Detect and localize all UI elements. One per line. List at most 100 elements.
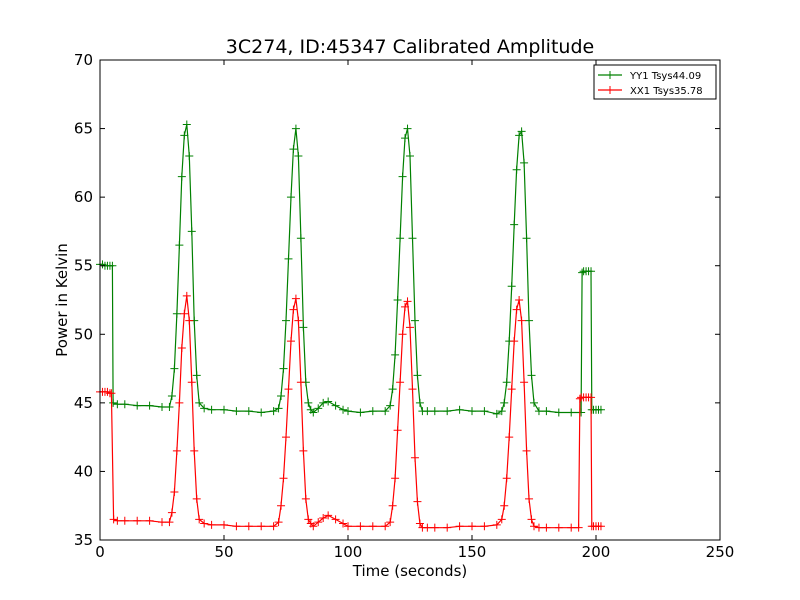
data-point-marker bbox=[455, 522, 464, 531]
data-point-marker bbox=[170, 364, 179, 373]
data-point-marker bbox=[165, 402, 174, 411]
data-point-marker bbox=[505, 433, 514, 442]
data-point-marker bbox=[430, 407, 439, 416]
data-point-marker bbox=[284, 385, 293, 394]
data-point-marker bbox=[120, 400, 129, 409]
y-tick-label: 55 bbox=[74, 257, 93, 275]
data-point-marker bbox=[113, 400, 122, 409]
data-point-marker bbox=[386, 401, 395, 410]
data-point-marker bbox=[158, 402, 166, 411]
y-axis-label: Power in Kelvin bbox=[53, 243, 71, 357]
data-point-marker bbox=[279, 364, 288, 373]
data-point-marker bbox=[443, 407, 452, 416]
data-point-marker bbox=[413, 497, 422, 506]
data-point-marker bbox=[314, 518, 323, 527]
data-point-marker bbox=[177, 172, 186, 181]
data-point-marker bbox=[172, 309, 181, 318]
y-axis: 35 40 45 50 55 60 65 70 bbox=[74, 51, 720, 549]
data-point-marker bbox=[413, 371, 422, 380]
data-point-marker bbox=[381, 407, 390, 416]
legend: YY1 Tsys44.09 XX1 Tsys35.78 bbox=[593, 64, 717, 100]
data-point-marker bbox=[207, 405, 216, 414]
data-point-marker bbox=[331, 401, 340, 410]
data-point-marker bbox=[324, 511, 333, 520]
data-point-marker bbox=[309, 522, 318, 531]
data-point-marker bbox=[507, 282, 516, 291]
data-point-marker bbox=[339, 519, 348, 528]
data-point-marker bbox=[574, 523, 583, 532]
data-point-marker bbox=[167, 508, 176, 517]
data-point-marker bbox=[522, 234, 531, 243]
data-point-marker bbox=[133, 401, 142, 410]
data-point-marker bbox=[480, 407, 489, 416]
data-point-marker bbox=[294, 152, 303, 160]
data-point-marker bbox=[510, 220, 519, 229]
data-point-marker bbox=[510, 337, 519, 346]
data-point-marker bbox=[527, 371, 536, 380]
data-point-marker bbox=[393, 296, 402, 304]
data-point-marker bbox=[289, 305, 298, 314]
data-point-marker bbox=[396, 378, 405, 387]
chart-title: 3C274, ID:45347 Calibrated Amplitude bbox=[226, 36, 594, 58]
plot-area-frame bbox=[99, 59, 721, 541]
data-point-marker bbox=[567, 523, 576, 532]
data-point-marker bbox=[175, 398, 184, 407]
data-point-marker bbox=[534, 523, 543, 532]
data-point-marker bbox=[492, 520, 501, 529]
data-point-marker bbox=[200, 519, 209, 528]
data-point-marker bbox=[296, 234, 305, 243]
data-point-marker bbox=[410, 316, 419, 325]
legend-label: XX1 Tsys35.78 bbox=[630, 86, 703, 97]
data-point-marker bbox=[195, 515, 204, 524]
data-point-marker bbox=[109, 398, 118, 407]
legend-box bbox=[593, 64, 717, 100]
data-point-marker bbox=[368, 522, 377, 531]
data-point-marker bbox=[368, 407, 377, 416]
data-point-marker bbox=[309, 408, 318, 417]
data-point-marker bbox=[187, 227, 196, 236]
legend-label: YY1 Tsys44.09 bbox=[629, 71, 701, 82]
data-point-marker bbox=[577, 408, 586, 417]
data-point-marker bbox=[554, 408, 563, 417]
data-point-marker bbox=[170, 488, 179, 496]
x-tick-label: 250 bbox=[706, 543, 735, 561]
data-point-marker bbox=[277, 501, 286, 510]
data-point-marker bbox=[180, 309, 189, 318]
data-point-marker bbox=[492, 409, 501, 418]
data-point-marker bbox=[344, 407, 352, 416]
data-point-marker bbox=[455, 405, 464, 414]
data-point-marker bbox=[286, 337, 295, 346]
data-point-marker bbox=[415, 519, 424, 528]
data-point-marker bbox=[187, 378, 196, 387]
data-point-marker bbox=[113, 516, 122, 525]
data-point-marker bbox=[596, 522, 605, 531]
data-point-marker bbox=[172, 446, 181, 455]
data-point-marker bbox=[596, 405, 605, 414]
data-point-marker bbox=[567, 408, 576, 417]
data-point-marker bbox=[530, 398, 538, 407]
data-point-marker bbox=[291, 124, 300, 133]
data-point-marker bbox=[423, 523, 432, 532]
legend-marker bbox=[606, 71, 614, 79]
data-point-marker bbox=[175, 241, 184, 250]
data-point-marker bbox=[274, 404, 283, 413]
data-point-marker bbox=[286, 193, 295, 202]
data-point-marker bbox=[391, 350, 400, 359]
data-point-marker bbox=[534, 407, 543, 416]
data-point-marker bbox=[386, 518, 395, 527]
data-point-marker bbox=[391, 474, 400, 483]
data-point-marker bbox=[301, 494, 310, 503]
data-point-marker bbox=[381, 522, 390, 531]
data-point-marker bbox=[177, 344, 186, 352]
data-point-marker bbox=[515, 296, 524, 304]
data-point-marker bbox=[525, 316, 534, 325]
data-point-marker bbox=[182, 120, 191, 129]
series-layer bbox=[96, 120, 605, 532]
data-point-marker bbox=[220, 520, 228, 529]
data-point-marker bbox=[517, 127, 526, 136]
data-point-marker bbox=[575, 394, 584, 403]
data-point-marker bbox=[180, 131, 189, 140]
data-point-marker bbox=[406, 152, 414, 160]
data-point-marker bbox=[282, 316, 290, 325]
